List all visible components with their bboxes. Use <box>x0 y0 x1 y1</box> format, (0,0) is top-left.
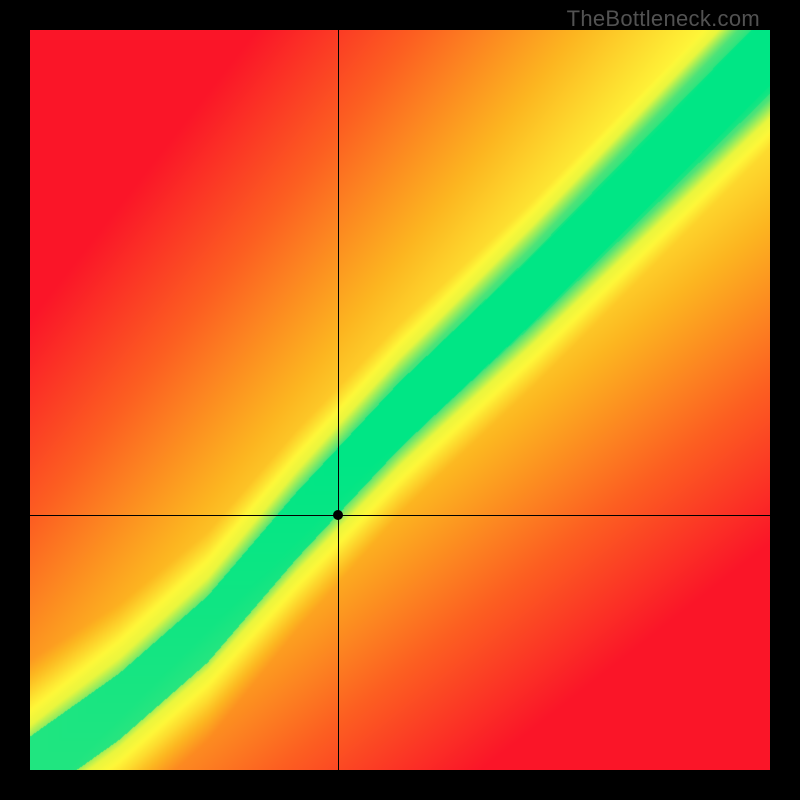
heatmap-canvas <box>30 30 770 770</box>
watermark-text: TheBottleneck.com <box>567 6 760 32</box>
bottleneck-heatmap <box>30 30 770 770</box>
